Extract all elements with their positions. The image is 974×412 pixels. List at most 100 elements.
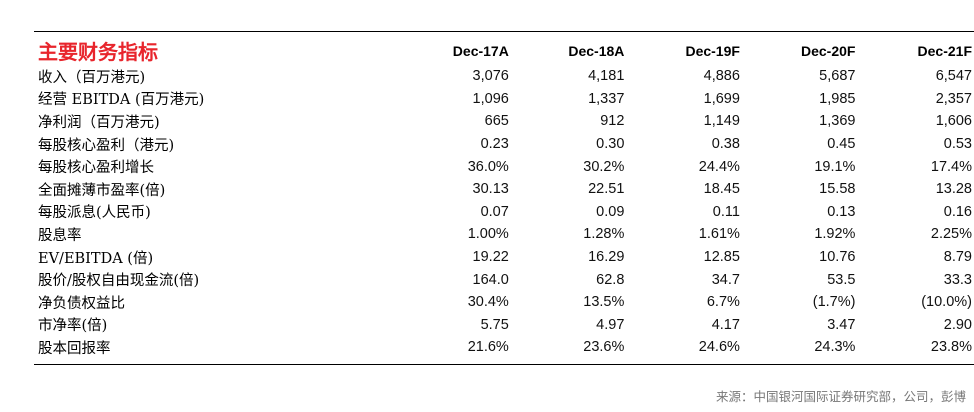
table-cell: 62.8 xyxy=(596,271,625,288)
row-label: 净负债权益比 xyxy=(38,295,125,312)
table-top-rule xyxy=(34,31,974,32)
table-cell: 0.16 xyxy=(943,203,972,220)
table-cell: 4,886 xyxy=(703,68,740,85)
table-row: 每股核心盈利（港元) 0.23 0.30 0.38 0.45 0.53 xyxy=(38,133,974,156)
row-label: 每股核心盈利（港元) xyxy=(38,137,175,154)
table-row: 股息率 1.00% 1.28% 1.61% 1.92% 2.25% xyxy=(38,223,974,246)
table-cell: 13.5% xyxy=(583,294,625,311)
column-header: Dec-19F xyxy=(685,42,740,59)
row-label: 每股核心盈利增长 xyxy=(38,160,154,177)
table-row: 经营 EBITDA (百万港元) 1,096 1,337 1,699 1,985 2,35… xyxy=(38,88,974,111)
table-cell: 21.6% xyxy=(467,339,509,356)
table-cell: 1,985 xyxy=(819,90,856,107)
table-cell: 2,357 xyxy=(935,90,972,107)
table-cell: 12.85 xyxy=(703,249,740,266)
table-cell: 1,699 xyxy=(703,90,740,107)
table-cell: 24.3% xyxy=(814,339,856,356)
table-cell: 2.25% xyxy=(930,226,972,243)
table-cell: 8.79 xyxy=(943,249,972,266)
table-row: 股本回报率 21.6% 23.6% 24.6% 24.3% 23.8% xyxy=(38,336,974,359)
table-cell: 13.28 xyxy=(935,181,972,198)
table-cell: 1.28% xyxy=(583,226,625,243)
table-cell: 665 xyxy=(484,113,509,130)
table-cell: 16.29 xyxy=(588,249,625,266)
table-cell: 30.4% xyxy=(467,294,509,311)
table-cell: 1,369 xyxy=(819,113,856,130)
row-label: 市净率(倍) xyxy=(38,318,108,335)
table-row: 市净率(倍) 5.75 4.97 4.17 3.47 2.90 xyxy=(38,314,974,337)
table-row: 每股核心盈利增长 36.0% 30.2% 24.4% 19.1% 17.4% xyxy=(38,155,974,178)
table-cell: 1,606 xyxy=(935,113,972,130)
column-header: Dec-20F xyxy=(800,42,856,59)
row-label: EV/EBITDA (倍) xyxy=(38,250,154,267)
source-note: 来源：中国银河国际证券研究部，公司，彭博 xyxy=(715,389,966,404)
table-cell: 0.23 xyxy=(480,136,509,153)
table-cell: 1.61% xyxy=(698,226,740,243)
table-cell: 4.17 xyxy=(711,316,740,333)
table-cell: 5.75 xyxy=(480,316,509,333)
table-cell: 3.47 xyxy=(827,316,856,333)
table-cell: 6.7% xyxy=(706,294,740,311)
row-label: 股息率 xyxy=(38,227,82,244)
column-header: Dec-17A xyxy=(452,42,509,59)
table-cell: 0.53 xyxy=(943,136,972,153)
table-cell: 0.38 xyxy=(711,136,740,153)
row-label: 每股派息(人民币) xyxy=(38,205,151,222)
table-cell: 53.5 xyxy=(827,271,856,288)
table-cell: 15.58 xyxy=(819,181,856,198)
table-cell: 34.7 xyxy=(711,271,740,288)
financial-indicators-table: 主要财务指标 Dec-17A Dec-18A Dec-19F Dec-20F D… xyxy=(38,36,974,359)
table-cell: 17.4% xyxy=(930,158,972,175)
table-cell: 0.45 xyxy=(827,136,856,153)
header-row: 主要财务指标 Dec-17A Dec-18A Dec-19F Dec-20F D… xyxy=(38,36,974,65)
table-cell: (10.0%) xyxy=(921,294,972,311)
table-cell: 1,337 xyxy=(588,90,625,107)
table-row: 全面摊薄市盈率(倍) 30.13 22.51 18.45 15.58 13.28 xyxy=(38,178,974,201)
table-cell: 912 xyxy=(600,113,625,130)
table-cell: 19.1% xyxy=(814,158,856,175)
table-cell: 30.2% xyxy=(583,158,625,175)
table-cell: 24.6% xyxy=(698,339,740,356)
row-label: 收入（百万港元) xyxy=(38,69,146,86)
table-row: 净利润（百万港元) 665 912 1,149 1,369 1,606 xyxy=(38,110,974,133)
table-cell: 18.45 xyxy=(703,181,740,198)
table-row: 净负债权益比 30.4% 13.5% 6.7% (1.7%) (10.0%) xyxy=(38,291,974,314)
table-cell: 23.6% xyxy=(583,339,625,356)
table-cell: 1,149 xyxy=(703,113,740,130)
row-label: 股本回报率 xyxy=(38,340,111,357)
table-bottom-rule xyxy=(34,364,974,365)
column-header: Dec-18A xyxy=(568,42,625,59)
table-cell: 164.0 xyxy=(472,271,509,288)
table-cell: 36.0% xyxy=(467,158,509,175)
column-header: Dec-21F xyxy=(917,42,972,59)
table-cell: 4,181 xyxy=(588,68,625,85)
table-cell: 0.07 xyxy=(480,203,509,220)
row-label: 股价/股权自由现金流(倍) xyxy=(38,273,200,290)
row-label: 经营 EBITDA (百万港元) xyxy=(38,92,205,109)
table-cell: 3,076 xyxy=(472,68,509,85)
table-cell: (1.7%) xyxy=(812,294,856,311)
table-row: EV/EBITDA (倍) 19.22 16.29 12.85 10.76 8.79 xyxy=(38,246,974,269)
row-label: 净利润（百万港元) xyxy=(38,114,160,131)
table-cell: 6,547 xyxy=(935,68,972,85)
table-cell: 5,687 xyxy=(819,68,856,85)
table-cell: 24.4% xyxy=(698,158,740,175)
table-cell: 4.97 xyxy=(596,316,625,333)
table-cell: 19.22 xyxy=(472,249,509,266)
table-cell: 1.00% xyxy=(467,226,509,243)
table-cell: 0.09 xyxy=(596,203,625,220)
table-cell: 1,096 xyxy=(472,90,509,107)
table-cell: 1.92% xyxy=(814,226,856,243)
table-cell: 0.11 xyxy=(712,203,740,220)
table-row: 每股派息(人民币) 0.07 0.09 0.11 0.13 0.16 xyxy=(38,201,974,224)
table-cell: 30.13 xyxy=(472,181,509,198)
table-cell: 2.90 xyxy=(943,316,972,333)
table-cell: 23.8% xyxy=(930,339,972,356)
table-cell: 0.13 xyxy=(827,203,856,220)
table-cell: 0.30 xyxy=(596,136,625,153)
table-cell: 22.51 xyxy=(588,181,625,198)
table-row: 股价/股权自由现金流(倍) 164.0 62.8 34.7 53.5 33.3 xyxy=(38,268,974,291)
row-label: 全面摊薄市盈率(倍) xyxy=(38,182,166,199)
table-cell: 33.3 xyxy=(943,271,972,288)
table-cell: 10.76 xyxy=(819,249,856,266)
